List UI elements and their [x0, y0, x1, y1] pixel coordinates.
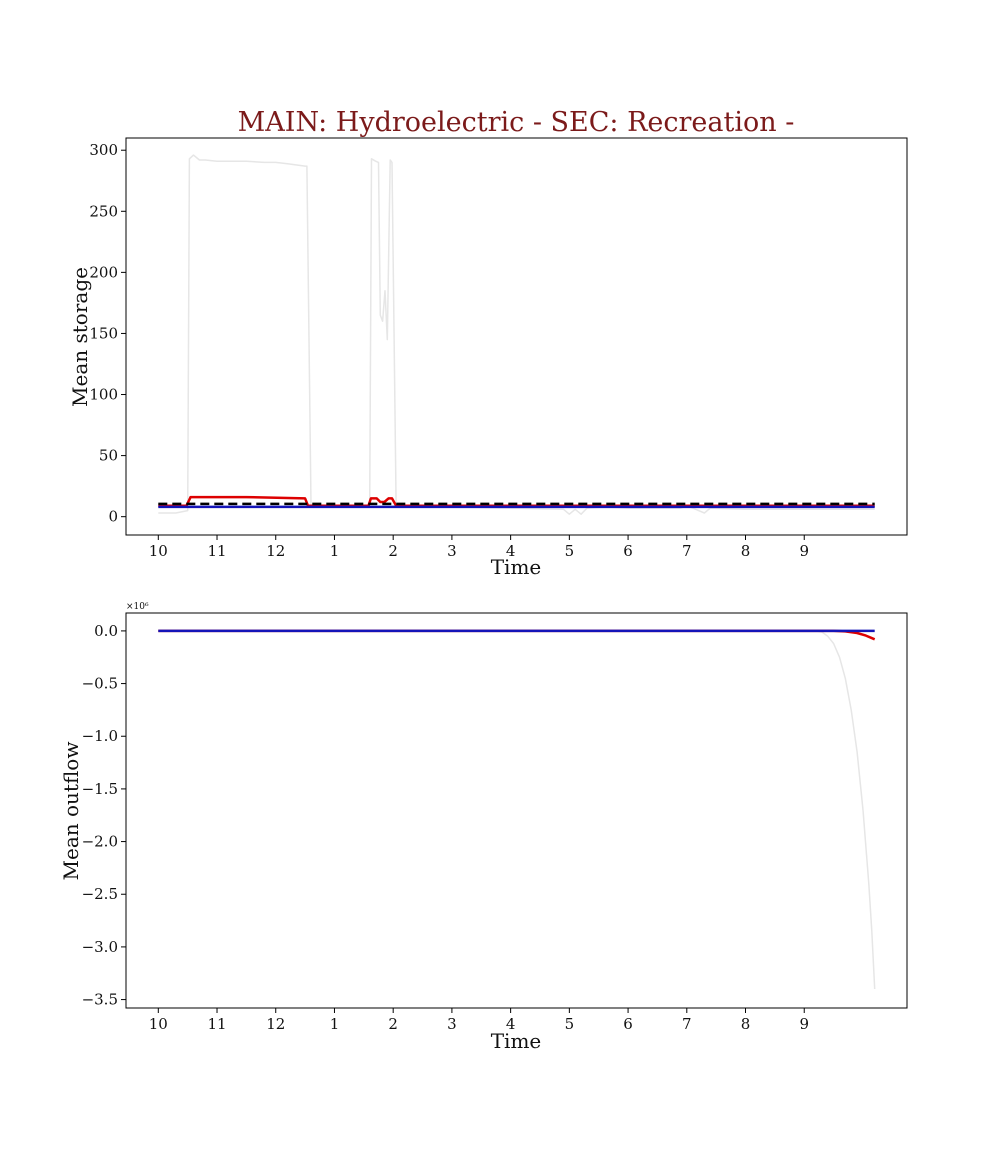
- outflow-x-tick-label: 4: [506, 1015, 516, 1033]
- outflow-x-tick-label: 1: [330, 1015, 340, 1033]
- outflow-y-ticks: 0.0 −0.5 −1.0 −1.5 −2.0 −2.5 −3.0 −3.5: [82, 622, 126, 1009]
- storage-y-tick-label: 0: [108, 508, 118, 526]
- outflow-chart: 10 11 12 1 2 3 4 5 6 7 8 9 0.0−0.5−1.0−1.5−2.0−2.5−…: [59, 602, 908, 1053]
- outflow-plot-area: [125, 612, 908, 1009]
- storage-x-tick-label: 3: [447, 542, 457, 560]
- outflow-y-tick-label: −3.0: [82, 938, 118, 956]
- outflow-series-line-1: [158, 629, 876, 641]
- outflow-x-tick-label: 5: [565, 1015, 575, 1033]
- outflow-y-tick-label: 0.0: [94, 622, 118, 640]
- outflow-x-tick-label: 12: [266, 1015, 285, 1033]
- storage-y-tick-label: 50: [99, 447, 118, 465]
- storage-plot-area: [125, 137, 908, 536]
- figure-title: MAIN: Hydroelectric - SEC: Recreation -: [238, 107, 795, 138]
- outflow-x-tick-label: 11: [207, 1015, 226, 1033]
- storage-x-tick-label: 11: [207, 542, 226, 560]
- outflow-y-tick-label: −0.5: [82, 675, 118, 693]
- storage-x-tick-label: 7: [682, 542, 692, 560]
- storage-x-tick-label: 2: [388, 542, 398, 560]
- outflow-y-tick-label: −1.0: [82, 727, 118, 745]
- outflow-y-offset-label: ×10⁶: [126, 602, 149, 612]
- storage-x-tick-label: 8: [741, 542, 751, 560]
- outflow-series-line-0: [158, 630, 876, 990]
- outflow-x-tick-label: 10: [149, 1015, 168, 1033]
- outflow-y-tick-label: −3.5: [82, 991, 118, 1009]
- storage-x-tick-label: 5: [565, 542, 575, 560]
- outflow-x-tick-label: 2: [388, 1015, 398, 1033]
- outflow-series: [158, 629, 876, 990]
- outflow-x-tick-label: 8: [741, 1015, 751, 1033]
- outflow-x-tick-label: 7: [682, 1015, 692, 1033]
- storage-series-line-1: [158, 495, 875, 507]
- storage-x-tick-label: 6: [623, 542, 633, 560]
- storage-y-ticks: 0 50 100 150 200 250 300: [89, 141, 126, 526]
- outflow-y-axis-label: Mean outflow: [59, 742, 83, 881]
- storage-x-tick-label: 9: [799, 542, 809, 560]
- outflow-x-ticks: 10 11 12 1 2 3 4 5 6 7 8 9: [149, 1008, 809, 1033]
- storage-y-tick-label: 250: [89, 202, 118, 220]
- storage-y-tick-label: 150: [89, 324, 118, 342]
- storage-y-tick-label: 300: [89, 141, 118, 159]
- storage-y-tick-label: 200: [89, 263, 118, 281]
- outflow-y-tick-label: −2.5: [82, 885, 118, 903]
- storage-x-tick-label: 12: [266, 542, 285, 560]
- storage-y-axis-label: Mean storage: [68, 267, 92, 407]
- storage-y-tick-label: 100: [89, 386, 118, 404]
- storage-x-tick-label: 4: [506, 542, 516, 560]
- storage-x-axis-label: Time: [491, 555, 542, 579]
- outflow-x-tick-label: 9: [799, 1015, 809, 1033]
- outflow-x-tick-label: 6: [623, 1015, 633, 1033]
- storage-x-tick-label: 10: [149, 542, 168, 560]
- storage-series: [158, 154, 875, 515]
- storage-series-line-0: [158, 154, 875, 515]
- outflow-x-axis-label: Time: [491, 1029, 542, 1053]
- storage-x-tick-label: 1: [330, 542, 340, 560]
- outflow-y-tick-label: −2.0: [82, 833, 118, 851]
- storage-x-ticks: 10 11 12 1 2 3 4 5 6 7 8 9: [149, 535, 809, 560]
- outflow-x-tick-label: 3: [447, 1015, 457, 1033]
- outflow-y-tick-label: −1.5: [82, 780, 118, 798]
